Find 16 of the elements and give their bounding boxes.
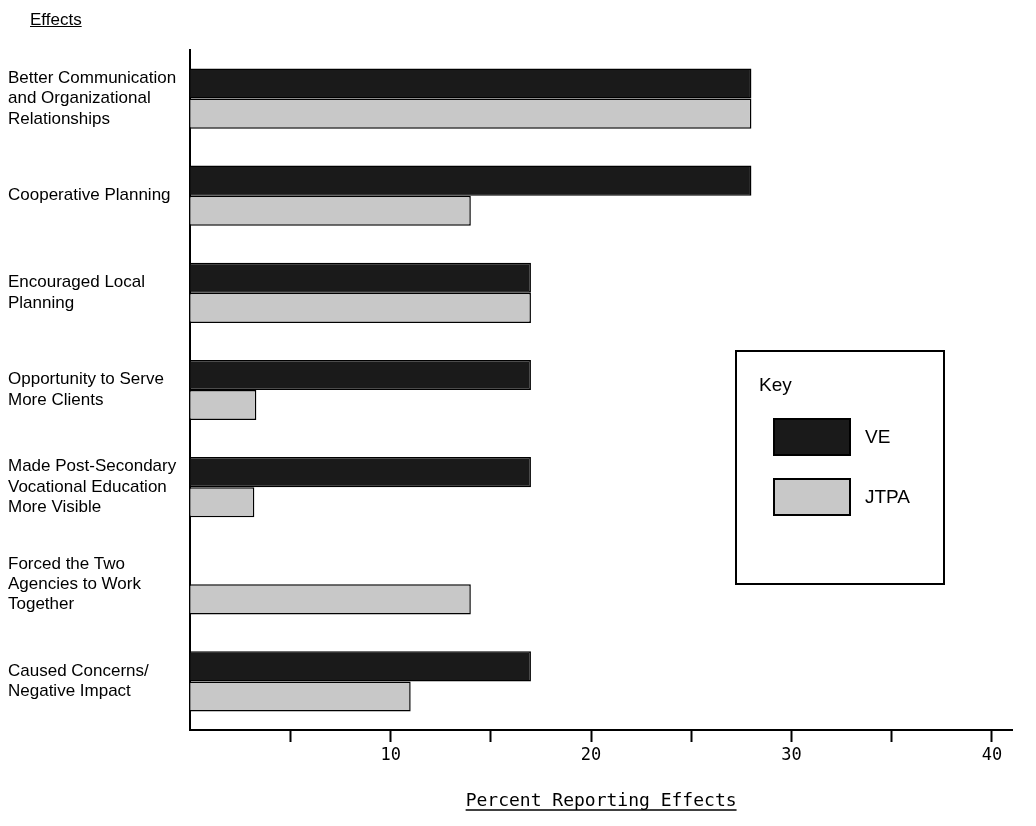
- legend-label: JTPA: [865, 486, 911, 508]
- x-axis-title: Percent Reporting Effects: [465, 788, 737, 810]
- y-tick-label: Opportunity to Serve More Clients: [8, 369, 164, 409]
- legend-label: VE: [865, 426, 891, 448]
- y-tick-label: Caused Concerns/ Negative Impact: [8, 660, 150, 701]
- x-tick-label: 40: [981, 743, 1003, 764]
- legend-title: Key: [759, 374, 793, 396]
- y-axis-title: Effects: [30, 10, 82, 30]
- y-tick-label: Forced the Two Agencies to Work Together: [8, 553, 142, 614]
- x-tick-label: 30: [781, 743, 802, 764]
- y-tick-label: Better Communication and Organizational Relationships: [8, 67, 177, 128]
- x-tick-label: 10: [380, 743, 401, 764]
- y-tick-label: Cooperative Planning: [8, 185, 171, 205]
- y-tick-label: Encouraged Local Planning: [8, 272, 146, 312]
- x-tick-label: 20: [580, 743, 602, 764]
- y-tick-label: Made Post-Secondary Vocational Education More Visible: [8, 456, 177, 517]
